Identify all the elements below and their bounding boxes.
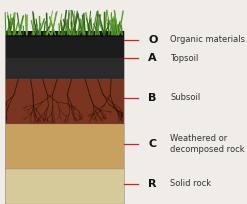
Text: B: B <box>148 93 157 103</box>
Bar <box>5 79 124 124</box>
Text: Weathered or
decomposed rock: Weathered or decomposed rock <box>170 134 245 154</box>
Bar <box>5 37 124 59</box>
Text: R: R <box>148 178 157 189</box>
Text: Topsoil: Topsoil <box>170 54 199 63</box>
Text: Solid rock: Solid rock <box>170 179 211 188</box>
Bar <box>5 31 124 37</box>
Bar <box>5 59 124 79</box>
Text: Organic materials: Organic materials <box>170 35 246 44</box>
Bar <box>5 124 124 169</box>
Text: O: O <box>148 35 158 45</box>
Text: A: A <box>148 53 157 63</box>
Bar <box>5 169 124 204</box>
Text: C: C <box>148 139 156 149</box>
Text: Subsoil: Subsoil <box>170 93 201 102</box>
